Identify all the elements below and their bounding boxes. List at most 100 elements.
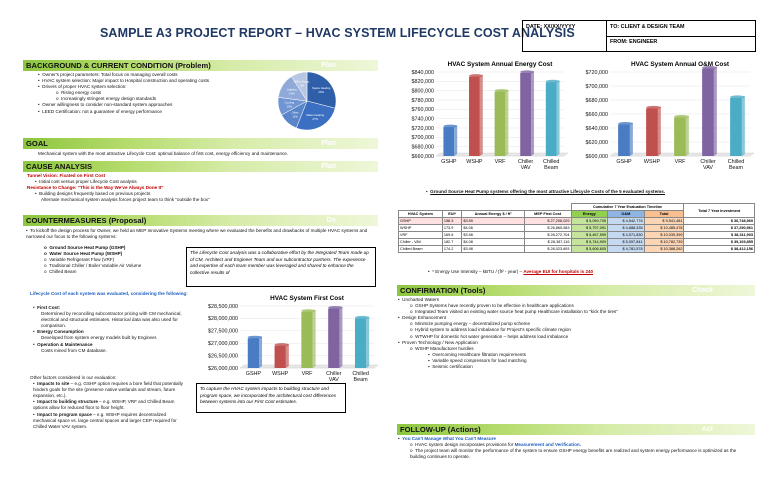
confirmation-list: • Uncharted Waters o GSHP Systems have r… xyxy=(398,297,753,370)
x-tick-label: WSHP xyxy=(272,371,289,377)
list-item: Determined by reconciling subcontractor … xyxy=(41,311,182,329)
list-item: o Increasingly stringent energy design s… xyxy=(56,96,157,102)
table-cell: 158.3 xyxy=(441,217,463,225)
column-header: MEP First Cost xyxy=(523,210,572,218)
list-item: o Variable Refrigerant Flow (VRF) xyxy=(44,257,115,263)
table-cell: 169.6 xyxy=(441,231,463,239)
y-tick-label: $760,000 xyxy=(412,107,434,113)
y-tick-label: $27,000,000 xyxy=(208,341,238,347)
table-cell: $ 5,797,091 xyxy=(570,224,609,232)
goal-text: Mechanical system with the most attracti… xyxy=(38,151,289,156)
table-cell: $ 4,781,578 xyxy=(607,245,645,253)
pie-pct: 29% xyxy=(318,90,324,94)
table-cell: WSHP xyxy=(398,224,443,232)
list-item: • Energy Consumption xyxy=(33,329,84,335)
pie-pct: 10% xyxy=(287,104,293,108)
om-cost-chart: HVAC System Annual O&M Cost $600,000 $620,… xyxy=(586,61,754,171)
x-tick-label: GSHP xyxy=(441,159,457,165)
table-cell: $ 5,057,841 xyxy=(607,238,645,246)
x-tick-label: VRF xyxy=(495,159,506,165)
bar-gshp xyxy=(618,122,633,156)
section-cause: CAUSE ANALYSIS Plan xyxy=(23,161,378,172)
table-cell: $ 10,039,399 xyxy=(643,231,685,239)
list-item: ▪ Seismic certification xyxy=(428,364,473,370)
section-tag: Plan xyxy=(321,62,336,69)
list-item: • Building designs frequently based on p… xyxy=(35,191,151,197)
y-tick-label: $640,000 xyxy=(586,126,608,132)
table-cell: $ 26,865,583 xyxy=(523,224,572,232)
y-tick-label: $700,000 xyxy=(586,84,608,90)
list-item: • Impact to program space – e.g. WSHP re… xyxy=(33,411,177,429)
y-tick-label: $27,500,000 xyxy=(208,329,238,335)
section-countermeasures: COUNTERMEASURES (Proposal) Do xyxy=(23,215,378,226)
report-title: SAMPLE A3 PROJECT REPORT – HVAC SYSTEM L… xyxy=(100,26,575,40)
table-header-row: Cumulative 7 Year Evaluation Timeline To… xyxy=(399,203,755,218)
pie-label: Lighting xyxy=(287,87,297,91)
table-cell: Chiller - VAV xyxy=(398,238,443,246)
bar-wshp xyxy=(274,343,289,368)
table-column-headers: HVAC System EUI* Annual Energy $ / ft² MEP … xyxy=(398,210,755,218)
list-item: o Rising energy costs xyxy=(56,90,102,96)
list-item: o Minimize pumping energy – decentralize… xyxy=(410,321,531,327)
eui-average: Average EUI for hospitals is 240 xyxy=(523,269,594,274)
list-item: • Owner willingness to consider non-stan… xyxy=(38,102,173,108)
other-factors: Other factors considered in our evaluati… xyxy=(30,375,190,430)
list-item: • First Cost: xyxy=(33,305,61,310)
gshp-note-text: Ground Source Heat Pump systems offering… xyxy=(430,189,666,194)
total-header: Total 7 Year Investment xyxy=(683,203,755,218)
lifecycle-cost-table: Cumulative 7 Year Evaluation Timeline To… xyxy=(398,203,755,253)
table-cell: GSHP xyxy=(398,217,443,225)
table-cell: $ 38,311,903 xyxy=(683,231,755,239)
x-tick-label: Chilled xyxy=(728,159,744,165)
table-cell: $ 4,688,435 xyxy=(607,224,645,232)
x-tick-label: Chilled xyxy=(543,159,559,165)
y-tick-label: $820,000 xyxy=(412,79,434,85)
list-item: o The project team will monitor the perf… xyxy=(410,448,737,460)
from-field: FROM: ENGINEER xyxy=(607,36,756,47)
pie-label: Other xyxy=(292,110,299,114)
bar-wshp xyxy=(469,74,483,156)
list-item: o Ground Source Heat Pump (GSHP) xyxy=(44,245,126,250)
table-row: GSHP 158.3 $3.59 $ 27,206,029 $ 5,059,705 $ 4… xyxy=(398,217,755,225)
pie-slice-0 xyxy=(306,71,337,109)
x-tick-label: VRF xyxy=(675,159,686,165)
column-header: EUI* xyxy=(441,210,463,218)
bar-vrf xyxy=(301,309,316,368)
table-cell: 182.7 xyxy=(441,238,463,246)
y-tick-label: $720,000 xyxy=(412,126,434,132)
table-cell: 173.9 xyxy=(441,224,463,232)
cause-heading: Tunnel Vision: Fixated on First Cost xyxy=(27,173,106,178)
x-tick-label: Chilled xyxy=(352,371,368,377)
x-tick-label: Beam xyxy=(544,165,559,171)
list-item: • Impacts to site – e.g. GSHP option req… xyxy=(33,381,183,399)
y-tick-label: $660,000 xyxy=(412,154,434,160)
table-cell: $ 28,272,704 xyxy=(523,231,572,239)
bar-vrf xyxy=(494,89,509,156)
section-confirmation: CONFIRMATION (Tools) Check xyxy=(397,285,755,296)
x-tick-label: VAV xyxy=(703,165,713,171)
list-item: o Hybrid system to address load imbalanc… xyxy=(410,327,571,333)
eui-note: • * Energy Use Intensity – kBTU / (ft² -… xyxy=(428,269,594,274)
pie-label: Space Heating xyxy=(312,86,331,90)
y-tick-label: $620,000 xyxy=(586,140,608,146)
list-item: o Water Source Heat Pump (WSHP) xyxy=(44,251,123,257)
pie-pct: 9% xyxy=(300,84,305,88)
x-tick-label: Chiller xyxy=(700,159,715,165)
list-item: ▪ Overcoming Healthcare filtration requi… xyxy=(428,351,526,357)
y-tick-label: $740,000 xyxy=(412,116,434,122)
list-item: • You Can't Manage What You Can't Measur… xyxy=(398,436,496,441)
x-tick-label: Beam xyxy=(354,377,369,382)
list-item: o GSHP Systems have recently proven to b… xyxy=(410,303,574,309)
date-field: DATE: XX/XX/YYYY xyxy=(523,21,607,52)
table-cell: $4.06 xyxy=(461,224,525,232)
x-tick-label: WSHP xyxy=(644,159,661,165)
table-cell: $ 5,467,599 xyxy=(570,231,609,239)
first-cost-callout: To capture the HVAC system impacts to bu… xyxy=(196,383,346,413)
y-tick-label: $28,500,000 xyxy=(208,304,238,310)
table-cell: $3.98 xyxy=(461,231,525,239)
column-header: HVAC System xyxy=(398,210,443,218)
list-item: • Proven Technology / New Application xyxy=(398,339,478,345)
bar-chilled-beam xyxy=(730,95,745,156)
list-item: • Design Enhancement xyxy=(398,315,447,321)
